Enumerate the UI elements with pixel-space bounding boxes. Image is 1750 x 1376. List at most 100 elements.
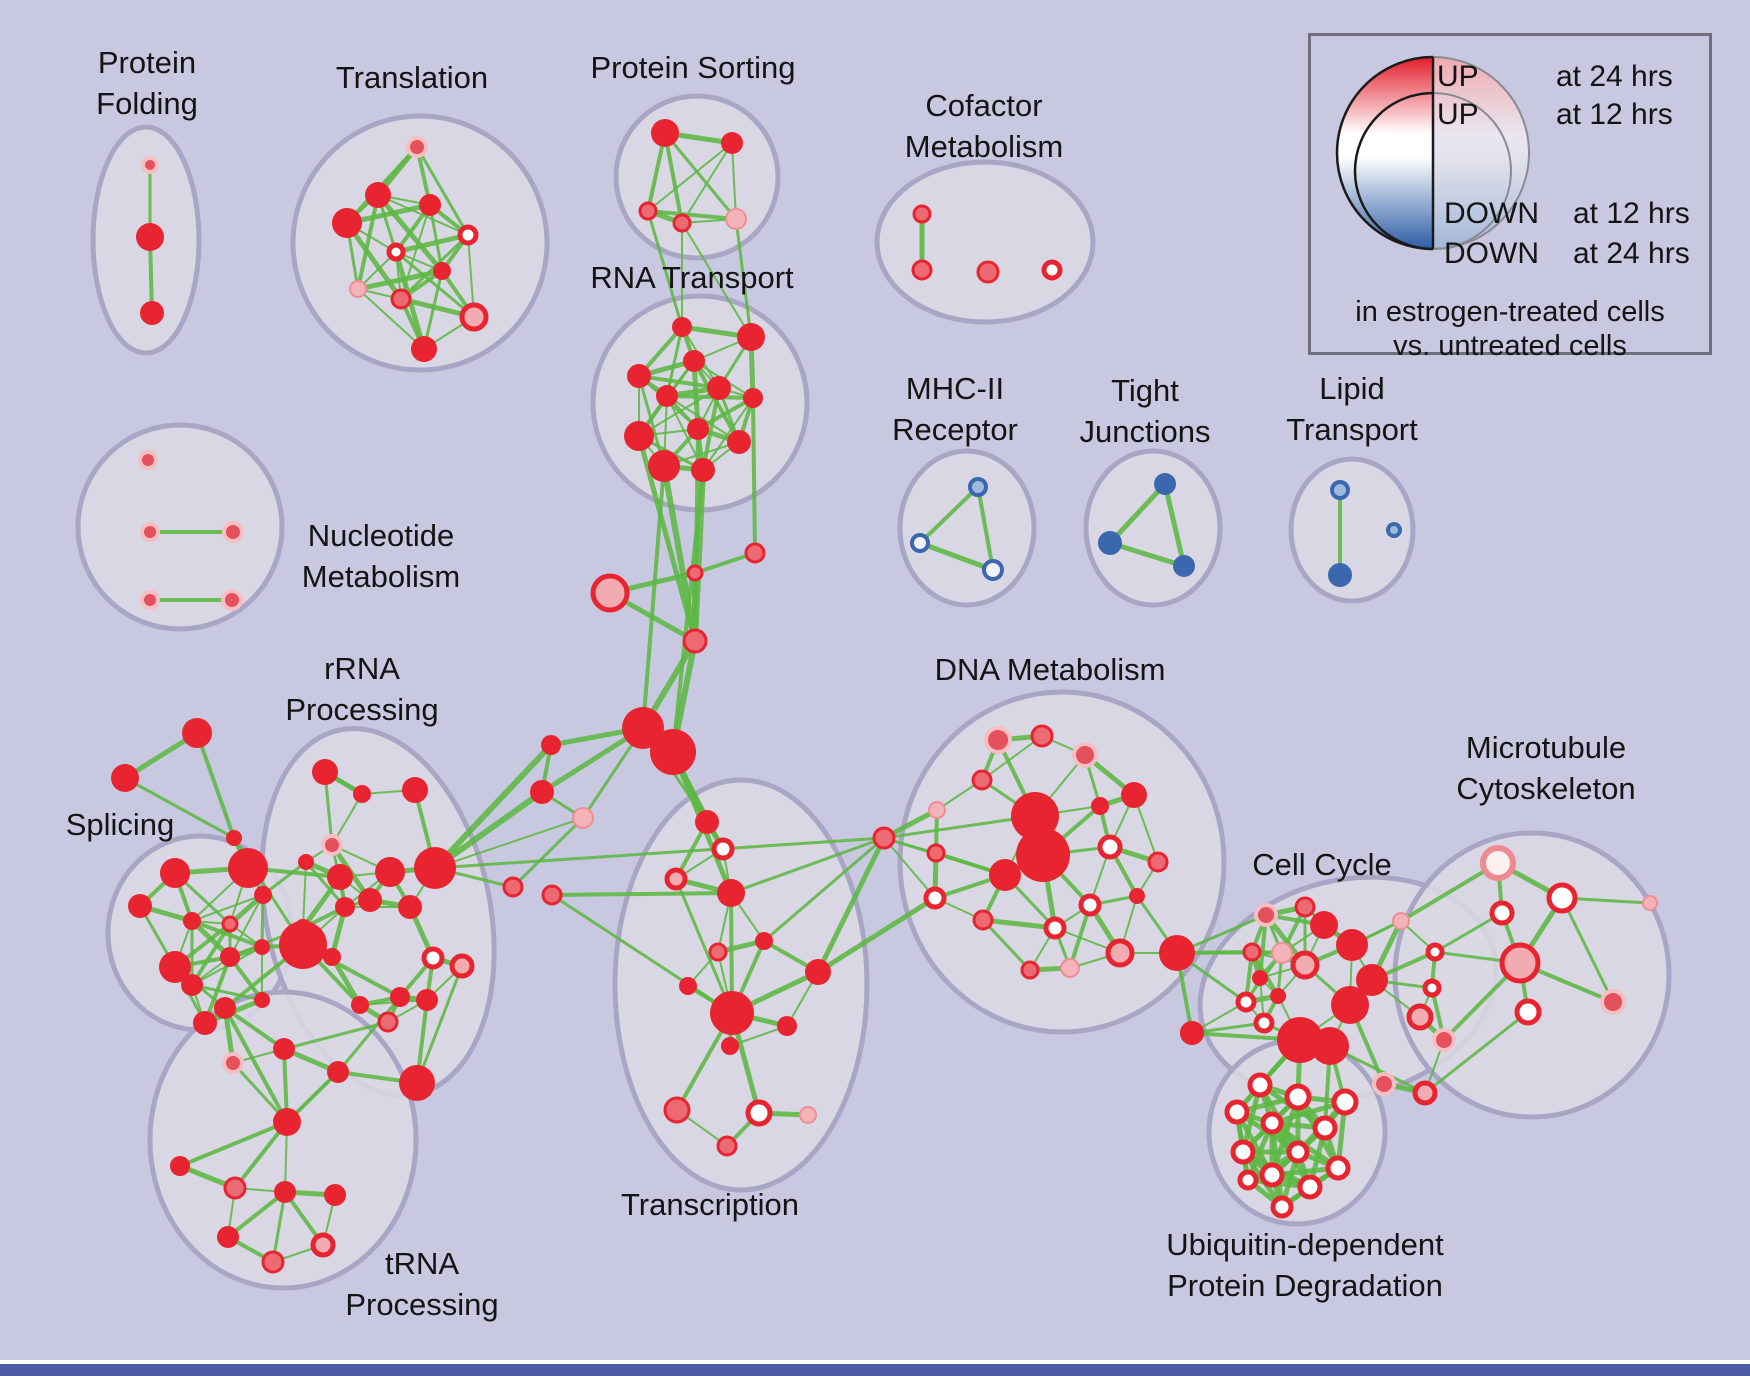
gene-node-rna-red	[687, 418, 709, 440]
gene-node-trna-red	[324, 1184, 346, 1206]
edge-spl	[191, 894, 264, 922]
edge-rna	[702, 397, 754, 471]
gene-node-dna-lightpink	[1060, 958, 1080, 978]
gene-node-spl-red	[254, 886, 272, 904]
gene-node-tx-pink	[708, 942, 728, 962]
edge-link-cc-mt	[1399, 861, 1500, 923]
network-nodes	[111, 119, 1658, 1274]
gene-node-rna-red	[727, 430, 751, 454]
edge-link-rrna-hub	[432, 742, 554, 871]
gene-node-sptri-red	[111, 764, 139, 792]
gene-node-tx-red	[679, 977, 697, 995]
gene-node-cc-lightpink	[1271, 942, 1293, 964]
gene-node-cc-red	[1270, 988, 1286, 1004]
gene-node-trna-red	[274, 1181, 296, 1203]
edge-dna	[981, 735, 1043, 781]
gene-node-rna-red	[656, 385, 678, 407]
gene-node-mhc2-bluewhite	[982, 559, 1004, 581]
gene-node-hub-pink	[744, 542, 766, 564]
gene-node-dna-pink	[1147, 851, 1169, 873]
legend-gradient-circle-icon	[1335, 55, 1530, 251]
edge-rna	[665, 325, 684, 398]
edge-tight	[1162, 481, 1187, 569]
gene-node-cc-corelight	[1372, 1072, 1396, 1096]
edge-translation	[355, 268, 445, 292]
gene-node-cc-lightpink	[1392, 912, 1410, 930]
gene-node-tx-pink	[716, 1135, 738, 1157]
edge-sptri	[195, 731, 236, 840]
legend-footer-line2: vs. untreated cells	[1393, 330, 1627, 362]
gene-node-cc-red	[1310, 911, 1338, 939]
edge-sorting	[646, 209, 738, 221]
gene-node-folding-corelight	[141, 156, 159, 174]
edge-link-rrna-dna	[433, 836, 886, 870]
gene-node-rna-red	[672, 317, 692, 337]
gene-node-nucleotide-corelight	[222, 521, 244, 543]
gene-node-dna-red	[1129, 888, 1145, 904]
gene-node-dna-white	[1097, 834, 1123, 860]
cluster-label-mhc2: Receptor	[892, 412, 1018, 447]
gene-node-hub-pink	[686, 564, 704, 582]
gene-node-dna-pink	[872, 826, 896, 850]
gene-node-cc-red	[1252, 970, 1268, 986]
cluster-label-sorting: Protein Sorting	[590, 50, 795, 85]
edge-translation	[344, 220, 404, 302]
legend-time: at 24 hrs	[1556, 60, 1673, 93]
gene-node-translation-pink	[390, 288, 412, 310]
gene-node-mhc2-bluelight	[968, 477, 988, 497]
gene-node-sorting-pink	[638, 201, 658, 221]
gene-node-rrna-red	[375, 857, 405, 887]
edge-link-rrna-trna	[336, 995, 402, 1074]
gene-node-tx-lightpink	[799, 1106, 817, 1124]
edge-mhc2	[918, 485, 980, 545]
gene-node-ub-white	[1237, 1169, 1259, 1191]
edge-link-tx-dna	[815, 835, 887, 975]
edge-link-rrna-trna	[415, 964, 464, 1085]
gene-node-trna-red	[273, 1038, 295, 1060]
legend-time: at 12 hrs	[1573, 197, 1690, 230]
gene-node-cc-red	[1336, 929, 1368, 961]
edge-dna	[883, 837, 936, 899]
edge-tight	[1107, 481, 1168, 546]
edge-sptri	[123, 776, 236, 840]
gene-node-trna-pink	[223, 1176, 247, 1200]
gene-node-rrna-red	[416, 989, 438, 1011]
cluster-label-nucleotide: Metabolism	[302, 559, 461, 594]
legend-direction: DOWN	[1444, 197, 1539, 230]
edge-spl	[190, 983, 264, 1002]
gene-node-dna-white	[1078, 893, 1102, 917]
gene-node-translation-ringpink	[459, 302, 489, 332]
gene-node-spl-red	[220, 947, 240, 967]
edge-trna	[223, 1006, 289, 1124]
edge-trna	[178, 1120, 289, 1168]
edge-hub	[511, 816, 585, 889]
gene-node-dna-red	[1121, 782, 1147, 808]
gene-node-rrna-red	[358, 888, 382, 912]
gene-node-rrna-corelight	[321, 834, 343, 856]
gene-node-dna-pink	[972, 909, 994, 931]
gene-node-nucleotide-corelight	[221, 589, 243, 611]
gene-node-tx-red	[695, 810, 719, 834]
gene-node-mt-white	[1546, 882, 1578, 914]
gene-node-rna-red	[707, 376, 731, 400]
gene-node-rrna-red	[351, 996, 369, 1014]
gene-node-tx-red	[717, 879, 745, 907]
gene-node-spl-red	[181, 974, 203, 996]
gene-node-dna-pink	[1020, 960, 1040, 980]
gene-node-spl-red	[193, 1011, 217, 1035]
gene-node-translation-white	[457, 224, 479, 246]
gene-node-dna-red	[1016, 828, 1070, 882]
gene-node-ub-white	[1259, 1162, 1285, 1188]
gene-node-lipid-bluelight	[1330, 480, 1350, 500]
gene-node-rrna-ringpink	[449, 953, 475, 979]
gene-node-translation-white	[386, 242, 406, 262]
edge-rna	[638, 387, 720, 437]
gene-node-trna-red	[214, 997, 236, 1019]
edge-mhc2	[917, 540, 996, 573]
gene-node-spl-red	[128, 894, 152, 918]
gene-node-rrna-red	[390, 987, 410, 1007]
gene-node-spl-red	[159, 951, 191, 983]
gene-node-cofactor-white	[1041, 259, 1063, 281]
gene-node-tight-blue	[1098, 531, 1122, 555]
